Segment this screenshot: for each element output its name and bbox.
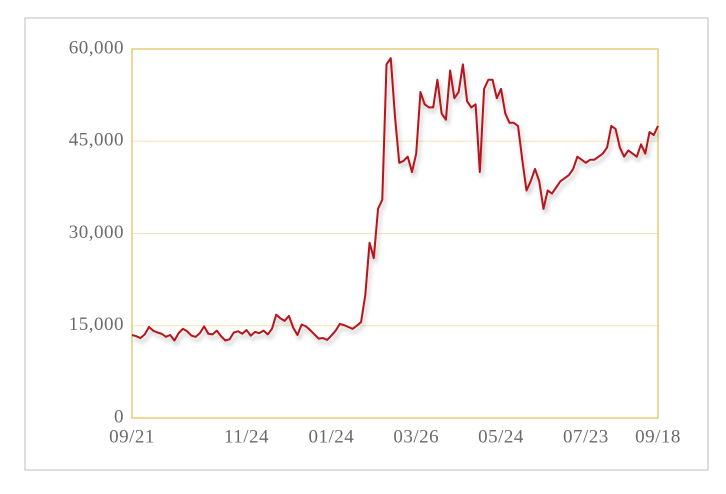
- frame: [24, 17, 709, 471]
- price-line: [131, 57, 659, 342]
- x-tick-label: 09/21: [109, 426, 155, 447]
- y-tick-label: 45,000: [69, 130, 124, 151]
- x-tick-label: 01/24: [308, 426, 354, 447]
- plot-area: [131, 48, 659, 419]
- y-tick-label: 15,000: [69, 314, 124, 335]
- y-tick-label: 60,000: [69, 37, 124, 58]
- x-tick-label: 11/24: [224, 426, 269, 447]
- x-tick-label: 05/24: [478, 426, 524, 447]
- x-tick-label: 03/26: [393, 426, 439, 447]
- labels: 0 15,000 30,000 45,000 60,000 09/21 11/24 01/24…: [69, 37, 681, 447]
- x-tick-label: 09/18: [635, 426, 681, 447]
- y-tick-label: 0: [114, 406, 124, 427]
- x-tick-label: 07/23: [563, 426, 609, 447]
- y-tick-label: 30,000: [69, 222, 124, 243]
